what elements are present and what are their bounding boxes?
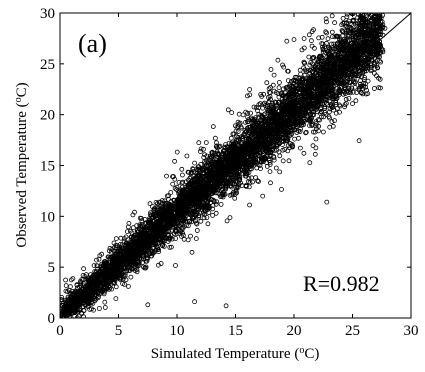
data-point (181, 236, 187, 242)
data-point (316, 56, 322, 62)
data-points (60, 13, 388, 318)
data-point (352, 65, 358, 71)
data-point (274, 103, 280, 109)
data-point (173, 263, 178, 268)
data-point (371, 70, 377, 76)
data-point (196, 214, 202, 220)
data-point (194, 228, 200, 233)
data-point (313, 123, 319, 129)
data-point (377, 58, 382, 64)
data-point (196, 213, 202, 218)
data-point (260, 105, 266, 111)
data-point (70, 291, 76, 297)
data-point (303, 129, 309, 135)
data-point (218, 201, 224, 207)
data-point (337, 103, 343, 109)
data-point (164, 193, 170, 199)
data-point (249, 175, 255, 181)
data-point (232, 195, 238, 201)
data-point (294, 74, 300, 80)
data-point (183, 213, 189, 219)
data-point (275, 142, 281, 148)
data-point (345, 33, 351, 38)
data-point (328, 41, 334, 47)
data-point (273, 100, 279, 106)
data-point (153, 199, 159, 205)
data-point (329, 29, 335, 35)
data-point (280, 86, 286, 92)
data-point (257, 163, 263, 168)
data-point (193, 220, 199, 226)
data-point (326, 109, 332, 115)
data-point (173, 236, 179, 241)
data-point (316, 123, 322, 129)
data-point (325, 36, 331, 42)
data-point (240, 112, 246, 118)
data-point (285, 78, 291, 83)
data-point (354, 90, 360, 95)
data-point (321, 114, 327, 120)
data-point (198, 161, 204, 167)
data-point (353, 98, 359, 104)
data-point (313, 136, 319, 142)
data-point (277, 153, 283, 159)
data-point (342, 102, 348, 107)
data-point (371, 86, 377, 91)
data-point (366, 55, 372, 61)
data-point (250, 179, 255, 185)
data-point (314, 57, 320, 63)
data-point (352, 84, 358, 90)
data-point (380, 49, 386, 55)
data-point (113, 284, 119, 290)
data-point (303, 130, 309, 136)
data-point (356, 26, 362, 32)
data-point (88, 272, 94, 278)
data-point (185, 223, 191, 229)
data-point (267, 169, 273, 175)
data-point (309, 109, 315, 115)
data-point (273, 106, 279, 111)
data-point (323, 29, 329, 35)
data-point (188, 233, 193, 239)
data-point (296, 135, 301, 141)
data-point (292, 136, 298, 142)
data-point (302, 72, 308, 78)
data-point (320, 49, 326, 55)
data-point (302, 60, 308, 66)
data-point (324, 30, 330, 36)
data-point (365, 78, 371, 84)
data-point (298, 71, 304, 77)
data-point (271, 157, 277, 163)
data-point (223, 186, 228, 192)
data-point (205, 221, 211, 227)
data-point (355, 68, 361, 73)
data-point (276, 136, 282, 142)
data-point (277, 169, 283, 175)
data-point (273, 143, 279, 149)
data-point (181, 224, 187, 230)
data-point (210, 212, 216, 218)
data-point (106, 254, 112, 260)
data-point (297, 67, 303, 73)
data-point (264, 80, 270, 86)
data-point (130, 225, 136, 231)
data-point (192, 160, 198, 166)
